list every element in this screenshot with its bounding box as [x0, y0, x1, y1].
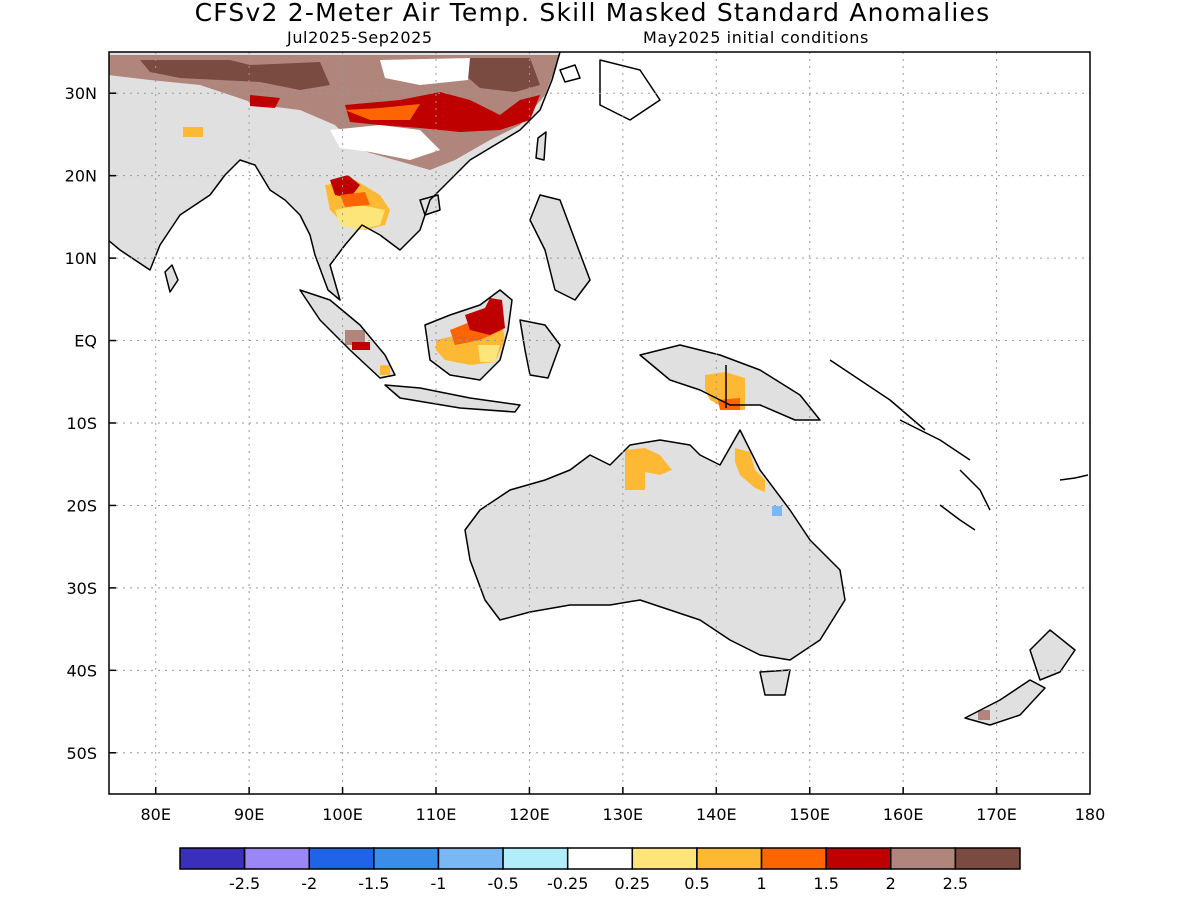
colorbar-swatch — [566, 847, 634, 870]
colorbar-label: 1.5 — [813, 874, 838, 893]
colorbar-label: -1.5 — [358, 874, 389, 893]
colorbar-swatch — [890, 847, 957, 870]
colorbar-label: 0.25 — [614, 874, 650, 893]
colorbar-label: 1 — [756, 874, 766, 893]
colorbar: -2.5 -2 -1.5 -1 -0.5 -0.25 0.25 0.5 1 1.5 2 2.5 — [179, 847, 1021, 893]
lon-tick-label: 110E — [416, 805, 457, 824]
axis-ticks: 30N 20N 10N EQ 10S 20S 30S 40S 50S 80E 90E 100E 110E… — [65, 84, 1106, 824]
map-area — [109, 52, 1090, 794]
colorbar-swatch — [696, 847, 763, 870]
anomaly-region-java-west — [380, 365, 390, 375]
colorbar-label: -2 — [301, 874, 317, 893]
colorbar-swatch — [825, 847, 892, 870]
anomaly-region-sumatra — [345, 330, 365, 345]
sri-lanka-land — [165, 265, 178, 292]
tasmania-land — [760, 670, 790, 695]
new-zealand-north-land — [1030, 630, 1075, 680]
unmasked-gap-south-china — [330, 125, 440, 160]
coastlines — [109, 52, 1089, 726]
anomaly-region-indochina-moderate — [340, 192, 370, 207]
lon-tick-label: 140E — [696, 805, 737, 824]
initial-conditions: May2025 initial conditions — [643, 28, 869, 47]
hainan-land — [420, 195, 440, 215]
anomaly-region-tibet — [250, 95, 280, 108]
anomaly-region-china-strong-west — [140, 60, 330, 90]
colorbar-swatch — [373, 847, 440, 870]
lon-tick-label: 90E — [234, 805, 264, 824]
colorbar-swatch — [631, 847, 698, 870]
lon-tick-label: 150E — [789, 805, 830, 824]
graticule — [109, 52, 1090, 794]
anomaly-region-south-china-moderate — [345, 104, 420, 120]
colorbar-swatch — [954, 847, 1021, 870]
colorbar-label: -0.25 — [547, 874, 588, 893]
anomaly-region-indochina-strong — [330, 175, 360, 198]
colorbar-swatch — [308, 847, 375, 870]
colorbar-swatch — [243, 847, 310, 870]
colorbar-swatch — [502, 847, 569, 870]
anomaly-shading — [109, 55, 990, 720]
java-land — [385, 385, 520, 412]
lat-tick-label: 10S — [66, 414, 97, 433]
anomaly-region-queensland-coast — [772, 506, 782, 516]
lon-tick-label: 120E — [509, 805, 550, 824]
anomaly-region-cape-york — [735, 448, 765, 492]
lat-tick-label: 10N — [65, 249, 97, 268]
lon-tick-label: 170E — [976, 805, 1017, 824]
lat-tick-label: 50S — [66, 744, 97, 763]
lon-tick-label: 130E — [603, 805, 644, 824]
australia-land — [465, 430, 845, 660]
colorbar-swatch — [437, 847, 504, 870]
anomaly-region-northern-australia — [625, 448, 672, 490]
lon-tick-label: 180 — [1075, 805, 1106, 824]
anomaly-region-borneo-strong — [465, 298, 505, 335]
lon-tick-label: 160E — [883, 805, 924, 824]
anomaly-region-borneo-weak — [478, 345, 500, 362]
lat-tick-label: 20S — [66, 496, 97, 515]
map-title: CFSv2 2-Meter Air Temp. Skill Masked Sta… — [194, 0, 991, 27]
lat-tick-label: 30N — [65, 84, 97, 103]
lon-tick-label: 100E — [322, 805, 363, 824]
colorbar-label: 2 — [886, 874, 896, 893]
anomaly-region-sumatra-strong — [352, 342, 370, 350]
unmasked-gap-central-china — [380, 58, 470, 85]
anomaly-region-new-zealand — [978, 710, 990, 720]
sulawesi-land — [520, 320, 560, 378]
colorbar-label: 0.5 — [684, 874, 709, 893]
lon-tick-label: 80E — [140, 805, 170, 824]
colorbar-swatch — [760, 847, 827, 870]
anomaly-region-india — [183, 127, 203, 137]
anomaly-region-indochina-weak — [335, 205, 385, 230]
colorbar-label: 2.5 — [943, 874, 968, 893]
anomaly-region-south-china — [345, 92, 540, 132]
philippines-land — [530, 195, 590, 300]
anomaly-region-china-strong-east — [460, 58, 540, 92]
lat-tick-label: 40S — [66, 661, 97, 680]
colorbar-label: -0.5 — [487, 874, 518, 893]
colorbar-label: -1 — [430, 874, 446, 893]
colorbar-swatch — [179, 847, 246, 870]
colorbar-label: -2.5 — [229, 874, 260, 893]
forecast-period: Jul2025-Sep2025 — [287, 28, 433, 47]
lat-tick-label: EQ — [74, 332, 97, 351]
lat-tick-label: 30S — [66, 579, 97, 598]
lat-tick-label: 20N — [65, 167, 97, 186]
anomaly-region-china — [109, 55, 560, 170]
